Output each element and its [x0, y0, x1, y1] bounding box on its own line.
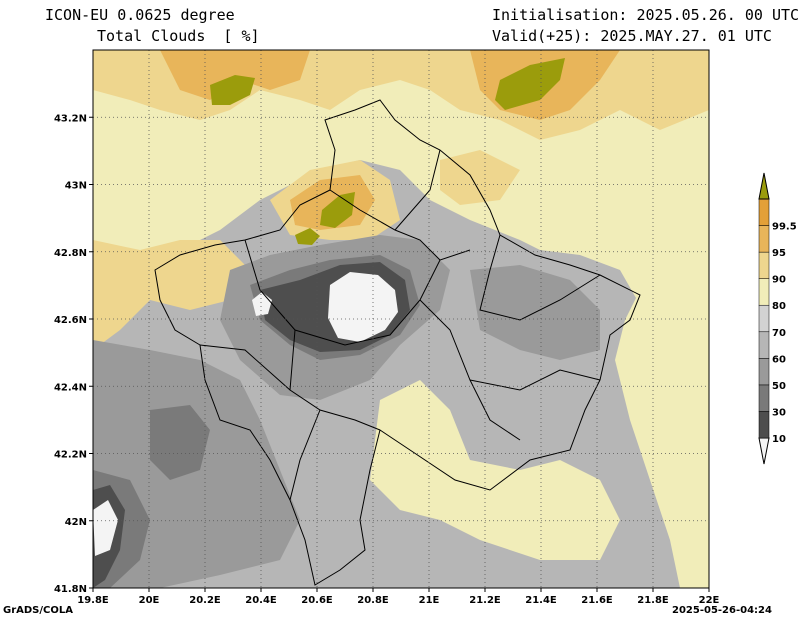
boundary-inner-8	[469, 369, 601, 391]
colorbar-label: 30	[772, 407, 786, 418]
cloud-field	[93, 50, 709, 588]
colorbar-swatch	[758, 411, 770, 439]
colorbar-label: 50	[772, 381, 786, 392]
x-axis: 19.8E 20E 20.2E 20.4E 20.6E 20.8E 21E 21.2E 21.4…	[77, 588, 720, 606]
boundary-inner-7	[394, 149, 441, 231]
x-tick-label: 20E	[139, 595, 160, 606]
colorbar-max-triangle	[758, 172, 770, 200]
boundary-inner-9	[289, 409, 321, 501]
y-tick-label: 43.2N	[54, 113, 87, 124]
boundaries	[154, 99, 641, 586]
field-gold-east	[440, 150, 520, 205]
colorbar-swatch	[758, 384, 770, 412]
x-tick-label: 20.4E	[245, 595, 277, 606]
field-olive-1	[210, 75, 255, 105]
field-olive-2	[495, 58, 565, 110]
y-tick-label: 42N	[65, 517, 87, 528]
x-tick-label: 21.4E	[525, 595, 557, 606]
colorbar-swatch	[758, 331, 770, 359]
boundary-outer	[154, 99, 641, 586]
field-clear-sw	[93, 500, 118, 556]
field-pale-yellow-east	[615, 270, 709, 588]
x-tick-label: 20.6E	[301, 595, 333, 606]
x-tick-label: 21.6E	[581, 595, 613, 606]
gridlines	[93, 50, 709, 588]
x-tick-label: 20.8E	[357, 595, 389, 606]
y-tick-label: 41.8N	[54, 584, 87, 595]
variable-title: Total Clouds [ %]	[97, 27, 260, 45]
x-tick-label: 21.2E	[469, 595, 501, 606]
y-tick-label: 42.4N	[54, 382, 87, 393]
colorbar-swatch	[758, 225, 770, 253]
timestamp-label: 2025-05-26-04:24	[672, 605, 772, 616]
colorbar-swatch	[758, 358, 770, 386]
colorbar-swatch	[758, 198, 770, 226]
colorbar-swatch	[758, 304, 770, 333]
x-tick-label: 21E	[419, 595, 440, 606]
valid-time: Valid(+25): 2025.MAY.27. 01 UTC	[492, 27, 772, 45]
field-pale-yellow-south	[370, 380, 620, 560]
boundary-inner-1	[244, 239, 471, 346]
y-axis: 41.8N 42N 42.2N 42.4N 42.6N 42.8N 43N 43.2N	[54, 113, 93, 595]
boundary-inner-4	[479, 234, 601, 321]
colorbar-swatch	[758, 251, 770, 279]
field-gold-west	[93, 240, 250, 350]
colorbar-label: 60	[772, 354, 786, 365]
colorbar-label: 90	[772, 275, 786, 286]
x-tick-label: 20.2E	[189, 595, 221, 606]
colorbar-label: 95	[772, 248, 786, 259]
colorbar-min-triangle	[758, 437, 770, 465]
colorbar-label: 10	[772, 434, 786, 445]
colorbar-label: 70	[772, 328, 786, 339]
field-darkgray-w	[150, 405, 210, 480]
y-tick-label: 43N	[65, 181, 87, 192]
colorbar-label: 99.5	[772, 222, 797, 233]
field-clear-center	[328, 272, 398, 342]
colorbar-swatch	[758, 278, 770, 306]
y-tick-label: 42.6N	[54, 315, 87, 326]
y-tick-label: 42.2N	[54, 450, 87, 461]
x-tick-label: 21.8E	[637, 595, 669, 606]
colorbar-label: 80	[772, 301, 786, 312]
initialisation-time: Initialisation: 2025.05.26. 00 UTC	[492, 6, 800, 24]
x-tick-label: 19.8E	[77, 595, 109, 606]
credit-label: GrADS/COLA	[3, 605, 73, 616]
field-olive-4	[295, 228, 320, 245]
y-tick-label: 42.8N	[54, 248, 87, 259]
boundary-inner-5	[199, 344, 291, 391]
x-tick-label: 22E	[699, 595, 720, 606]
colorbar: 10 30 50 60 70 80 90 95 99.5	[758, 172, 797, 465]
model-title: ICON-EU 0.0625 degree	[45, 6, 235, 24]
